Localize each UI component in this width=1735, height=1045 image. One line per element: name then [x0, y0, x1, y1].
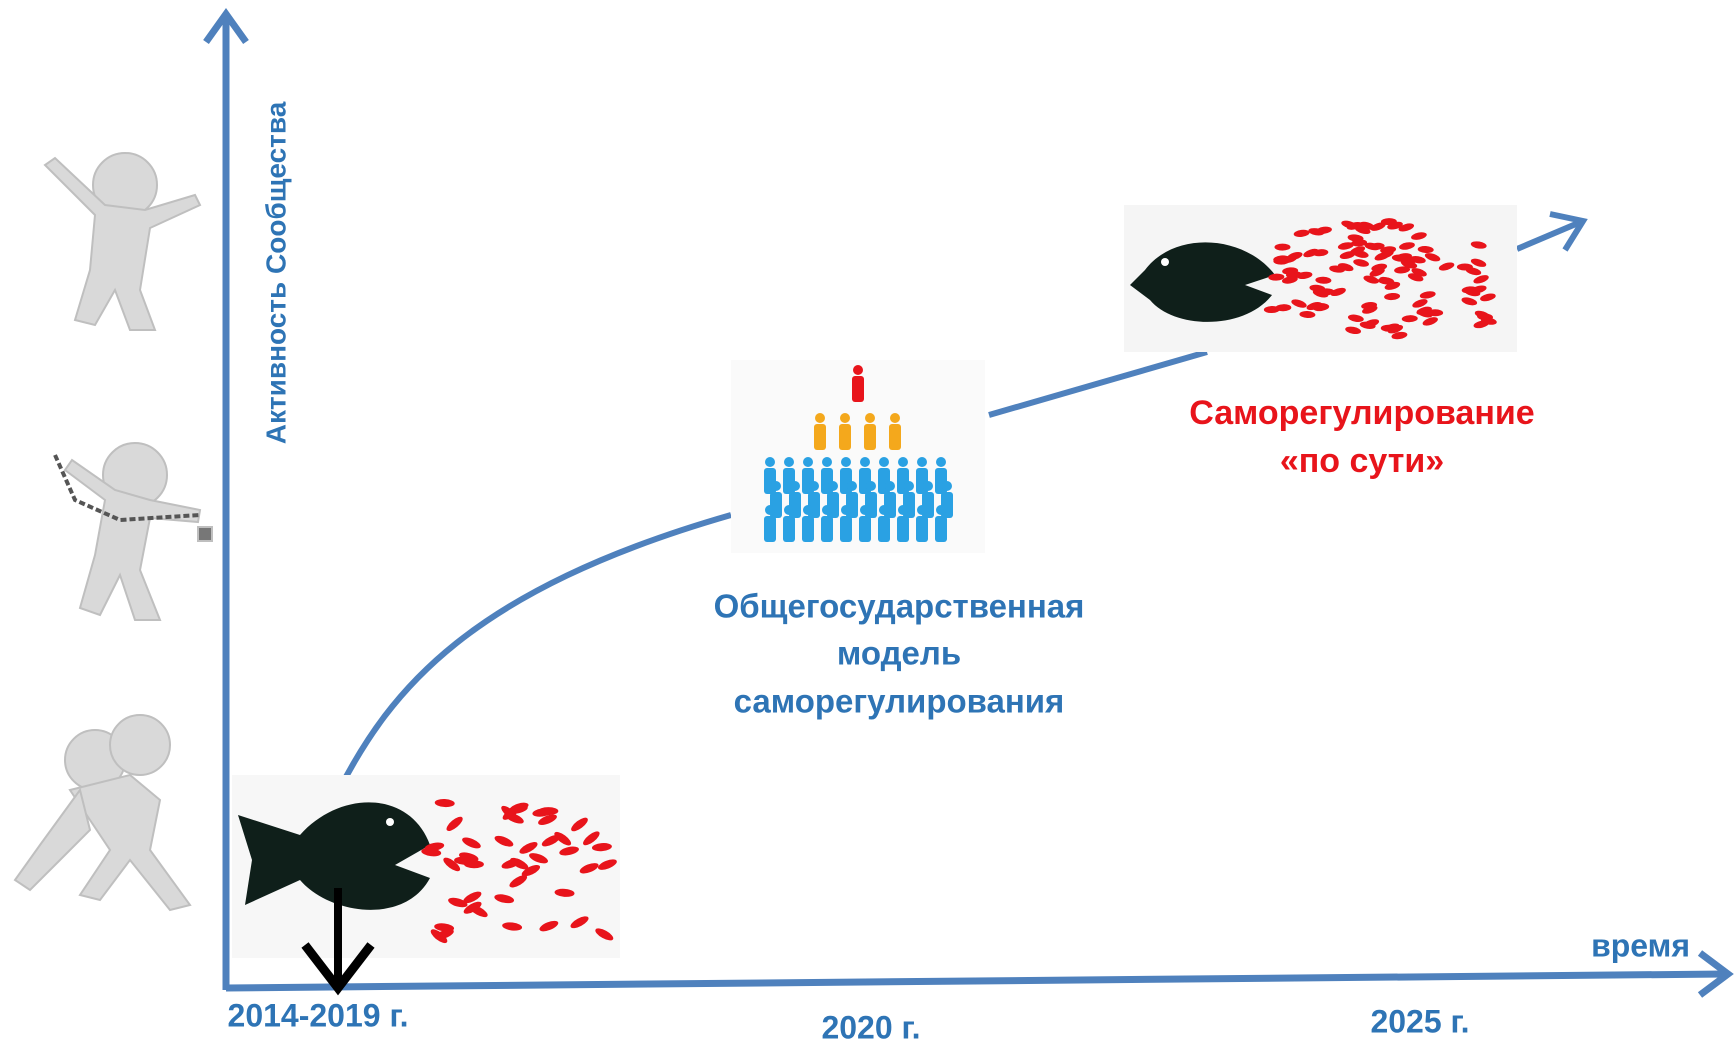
person — [839, 424, 851, 450]
person — [822, 505, 832, 515]
figure-free — [45, 153, 200, 330]
stage-label: модель — [837, 635, 961, 672]
person — [897, 516, 909, 542]
growth-line — [989, 352, 1207, 415]
person — [852, 376, 864, 402]
person — [784, 457, 794, 467]
person — [847, 481, 857, 491]
growth-curve — [338, 515, 731, 792]
person — [898, 457, 908, 467]
person — [923, 481, 933, 491]
x-axis-label: время — [1591, 927, 1690, 963]
person — [864, 424, 876, 450]
person — [935, 516, 947, 542]
person — [840, 516, 852, 542]
person — [815, 413, 825, 423]
fish-scene-start — [232, 775, 620, 988]
person — [879, 457, 889, 467]
person — [889, 424, 901, 450]
person — [821, 516, 833, 542]
person — [784, 505, 794, 515]
person — [765, 505, 775, 515]
timeline-label: 2020 г. — [821, 1009, 920, 1045]
person — [764, 516, 776, 542]
person — [865, 413, 875, 423]
slide: Активность Сообщества время 2014-2019 г.… — [0, 0, 1735, 1045]
person — [822, 457, 832, 467]
person — [840, 413, 850, 423]
person — [765, 457, 775, 467]
person — [890, 413, 900, 423]
person — [879, 505, 889, 515]
fish-scene-end — [1124, 205, 1517, 352]
person — [942, 481, 952, 491]
person — [878, 516, 890, 542]
timeline-label: 2014-2019 г. — [228, 997, 409, 1033]
person — [828, 481, 838, 491]
person — [841, 505, 851, 515]
person — [885, 481, 895, 491]
stage-label: саморегулирования — [734, 683, 1065, 720]
person — [841, 457, 851, 467]
person — [803, 457, 813, 467]
person — [853, 365, 863, 375]
person — [860, 457, 870, 467]
y-axis-label: Активность Сообщества — [260, 101, 291, 444]
person — [802, 516, 814, 542]
stage-label: Общегосударственная — [714, 588, 1085, 625]
person — [814, 424, 826, 450]
person — [936, 457, 946, 467]
stage-label: Саморегулирование — [1189, 394, 1534, 432]
person — [771, 481, 781, 491]
person — [904, 481, 914, 491]
small-fish — [1274, 244, 1290, 251]
x-axis — [226, 974, 1725, 988]
person — [803, 505, 813, 515]
figures — [15, 153, 212, 910]
person — [860, 505, 870, 515]
person — [809, 481, 819, 491]
person — [790, 481, 800, 491]
timeline-label: 2025 г. — [1370, 1003, 1469, 1039]
person — [916, 516, 928, 542]
figure-chained — [55, 443, 212, 620]
person — [866, 481, 876, 491]
person — [783, 516, 795, 542]
person — [936, 505, 946, 515]
person — [859, 516, 871, 542]
person — [917, 505, 927, 515]
person — [898, 505, 908, 515]
person — [917, 457, 927, 467]
people-pyramid — [731, 360, 985, 553]
figures-pushing — [15, 715, 190, 910]
stage-label: «по сути» — [1280, 442, 1444, 480]
